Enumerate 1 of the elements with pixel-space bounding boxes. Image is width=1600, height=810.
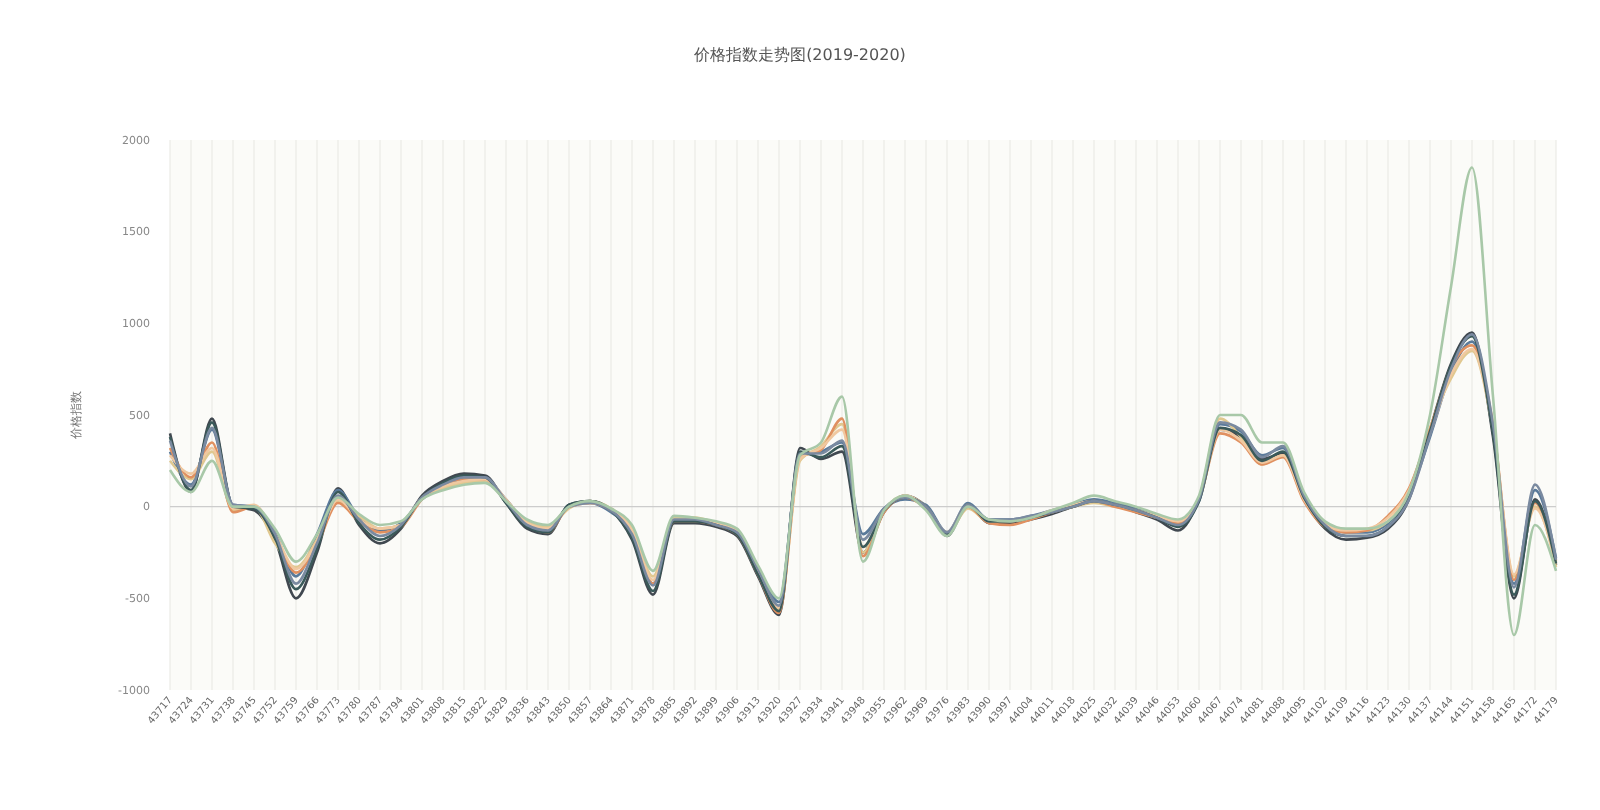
chart-title: 价格指数走势图(2019-2020) — [692, 46, 906, 64]
